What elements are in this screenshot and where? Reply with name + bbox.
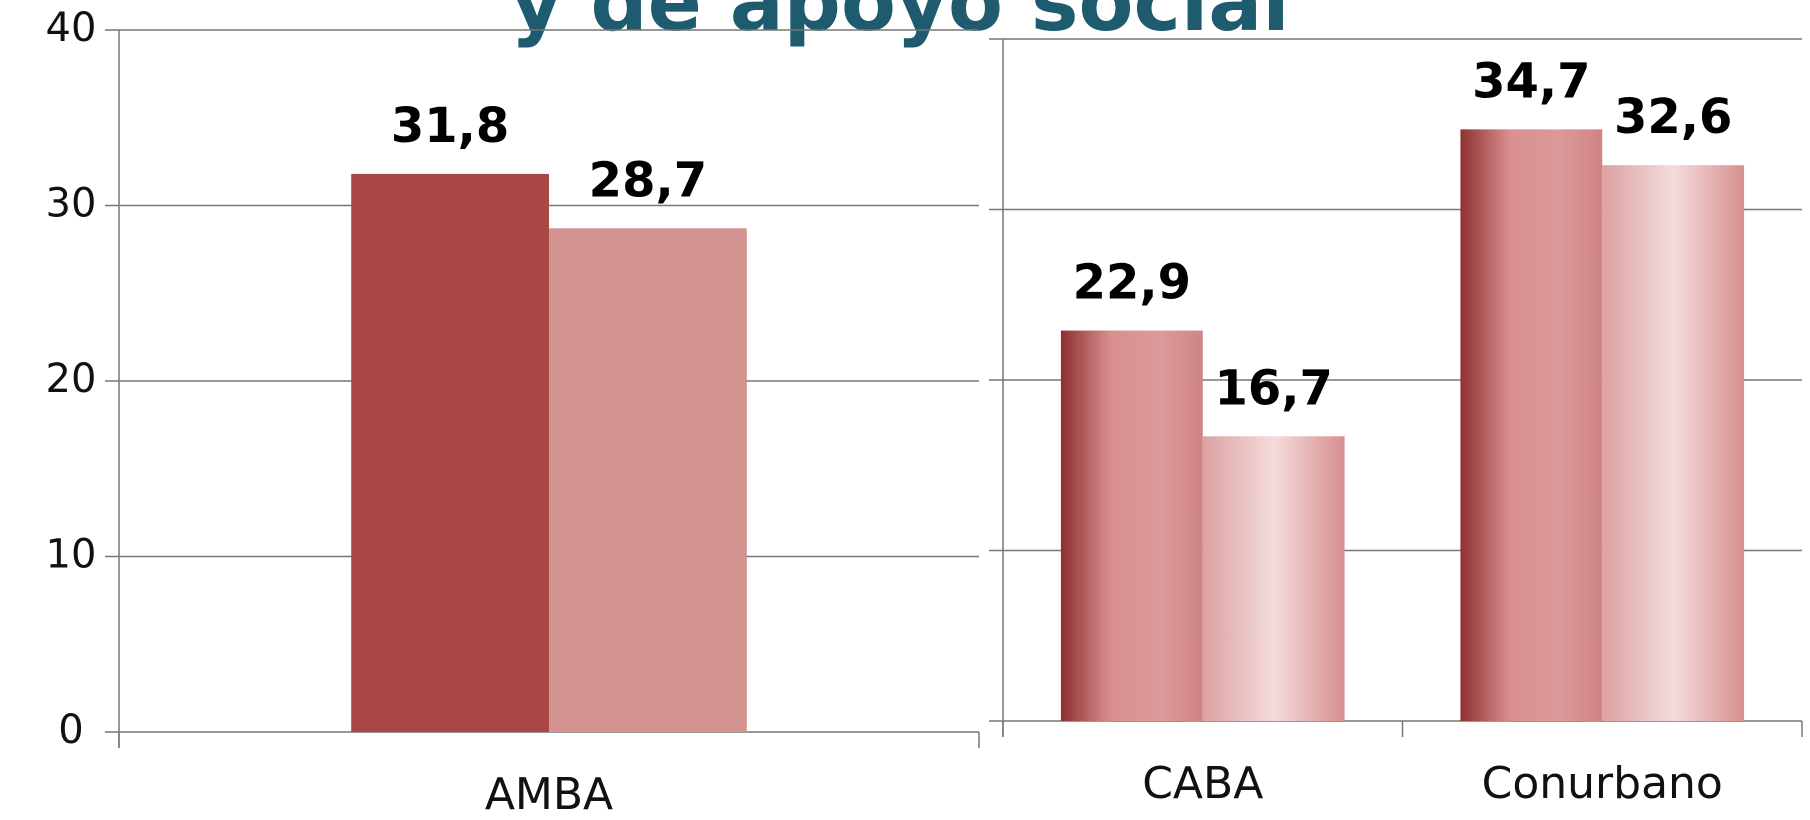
x-tick-label: Conurbano <box>1482 758 1723 809</box>
bar <box>351 173 549 732</box>
bar <box>1602 165 1745 722</box>
x-tick-label: CABA <box>1142 758 1263 809</box>
y-tick-label: 30 <box>46 181 97 227</box>
bar <box>1202 436 1345 721</box>
data-label: 32,6 <box>1614 89 1732 145</box>
bar <box>1060 330 1203 721</box>
data-label: 28,7 <box>589 152 707 208</box>
data-label: 22,9 <box>1073 255 1191 311</box>
y-tick-label: 0 <box>58 707 83 753</box>
x-tick-label: AMBA <box>485 769 613 820</box>
bar <box>1460 129 1603 722</box>
y-tick-label: 20 <box>46 356 97 402</box>
title: y de apoyo social <box>510 0 1289 49</box>
y-tick-label: 40 <box>46 5 97 51</box>
bar <box>549 228 747 732</box>
y-tick-label: 10 <box>46 532 97 578</box>
data-label: 16,7 <box>1214 360 1332 416</box>
data-label: 34,7 <box>1472 53 1590 109</box>
data-label: 31,8 <box>391 98 509 154</box>
